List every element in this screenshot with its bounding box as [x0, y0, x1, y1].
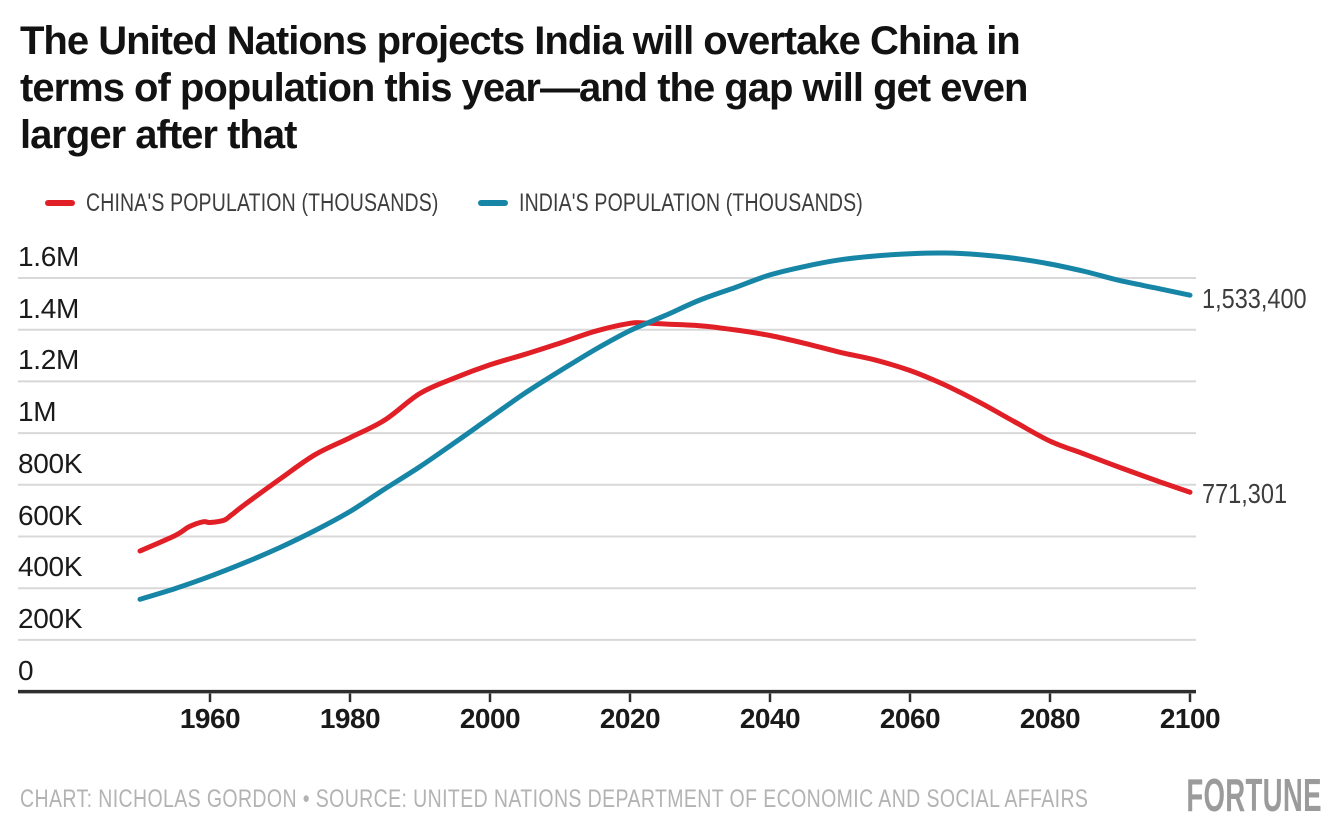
y-tick-label: 800K	[18, 447, 83, 479]
chart-title-line: The United Nations projects India will o…	[20, 19, 1021, 63]
x-tick-label: 2100	[1159, 703, 1221, 734]
chart-legend: CHINA'S POPULATION (THOUSANDS) INDIA'S P…	[0, 189, 1340, 217]
chart-title: The United Nations projects India will o…	[20, 18, 1270, 159]
chart-title-line: terms of population this year—and the ga…	[20, 66, 1028, 110]
china-line-swatch-icon	[45, 200, 75, 206]
x-tick-label: 2080	[1019, 703, 1081, 734]
legend-item-china: CHINA'S POPULATION (THOUSANDS)	[45, 189, 538, 217]
x-tick-label: 1960	[179, 703, 241, 734]
x-tick-label: 1980	[319, 703, 381, 734]
legend-label-china: CHINA'S POPULATION (THOUSANDS)	[86, 189, 439, 217]
y-tick-label: 400K	[18, 551, 83, 583]
y-tick-label: 1.4M	[18, 292, 80, 324]
fortune-logo: FORTUNE	[1186, 769, 1322, 821]
credit-line: CHART: NICHOLAS GORDON • SOURCE: UNITED …	[20, 785, 1089, 813]
india-population-line	[137, 250, 1193, 602]
x-tick-label: 2000	[459, 703, 521, 734]
x-tick-label: 2020	[599, 703, 661, 734]
y-tick-label: 0	[18, 654, 34, 686]
y-tick-label: 600K	[18, 499, 83, 531]
china-population-line	[137, 320, 1193, 554]
legend-item-india: INDIA'S POPULATION (THOUSANDS)	[478, 189, 960, 217]
y-tick-label: 1M	[18, 396, 57, 428]
chart-title-line: larger after that	[20, 113, 297, 157]
y-tick-label: 1.2M	[18, 344, 80, 376]
y-tick-label: 200K	[18, 602, 83, 634]
china-end-value-label: 771,301	[1202, 478, 1288, 510]
y-tick-label: 1.6M	[18, 241, 80, 272]
india-end-value-label: 1,533,400	[1202, 283, 1307, 315]
legend-label-india: INDIA'S POPULATION (THOUSANDS)	[519, 189, 863, 217]
x-tick-label: 2040	[739, 703, 801, 734]
x-tick-label: 2060	[879, 703, 941, 734]
india-line-swatch-icon	[478, 200, 508, 206]
